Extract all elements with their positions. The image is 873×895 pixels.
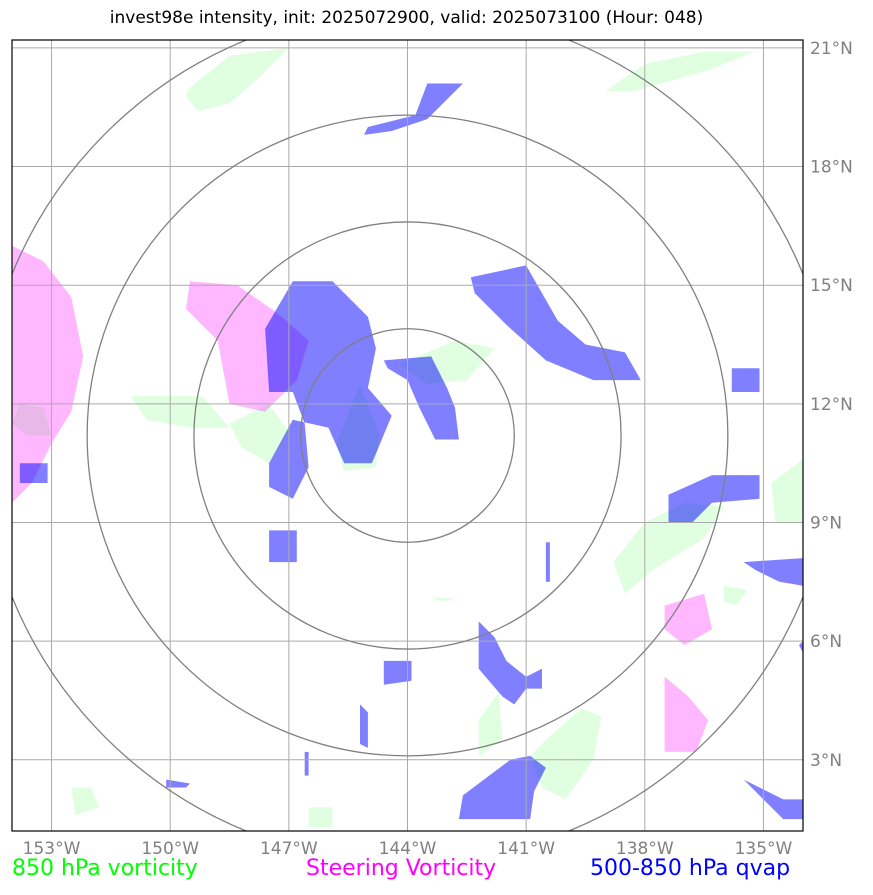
blue-field-region bbox=[545, 542, 550, 582]
blue-field-region bbox=[364, 83, 463, 135]
map-title: invest98e intensity, init: 2025072900, v… bbox=[109, 8, 704, 28]
green-field-region bbox=[71, 787, 99, 816]
blue-field-region bbox=[731, 368, 760, 392]
green-field-region bbox=[530, 708, 602, 800]
blue-field-region bbox=[269, 530, 297, 563]
green-field-region bbox=[605, 51, 756, 92]
longitude-tick-label: 135°W bbox=[735, 839, 793, 859]
blue-field-region bbox=[360, 704, 368, 748]
green-field-region bbox=[771, 459, 803, 523]
green-field-region bbox=[613, 502, 724, 594]
map-frame bbox=[11, 39, 804, 832]
latitude-tick-labels: 3°N 6°N 9°N 12°N 15°N 18°N 21°N bbox=[810, 39, 853, 771]
longitude-tick-label: 153°W bbox=[23, 839, 81, 859]
blue-field-region bbox=[743, 558, 803, 586]
latitude-tick-label: 3°N bbox=[810, 751, 842, 771]
range-ring bbox=[300, 328, 515, 543]
blue-field-region bbox=[19, 463, 48, 483]
latitude-tick-label: 15°N bbox=[810, 276, 853, 296]
longitude-tick-label: 147°W bbox=[260, 839, 318, 859]
blue-field-region bbox=[304, 751, 309, 776]
magenta-field-region bbox=[12, 245, 84, 503]
gridlines bbox=[12, 40, 803, 831]
latitude-tick-label: 18°N bbox=[810, 158, 853, 178]
magenta-field-region bbox=[664, 593, 712, 646]
blue-field-region bbox=[668, 475, 760, 523]
longitude-tick-label: 141°W bbox=[497, 839, 555, 859]
latitude-tick-label: 6°N bbox=[810, 632, 842, 652]
green-field-region bbox=[308, 807, 333, 827]
range-ring bbox=[86, 114, 729, 757]
legend-qvap: 500-850 hPa qvap bbox=[590, 856, 791, 881]
legend-steering-vorticity: Steering Vorticity bbox=[306, 856, 497, 881]
longitude-tick-label: 144°W bbox=[379, 839, 437, 859]
blue-field-region bbox=[799, 641, 803, 653]
green-field-region bbox=[229, 403, 289, 464]
green-field-region bbox=[12, 403, 52, 436]
magenta-field-region bbox=[664, 676, 709, 752]
latitude-tick-label: 21°N bbox=[810, 39, 853, 59]
blue-field-region bbox=[458, 755, 546, 820]
range-rings bbox=[12, 40, 803, 831]
blue-field-region bbox=[383, 660, 412, 685]
blue-field-region bbox=[470, 265, 641, 381]
longitude-tick-labels: 153°W 150°W 147°W 144°W 141°W 138°W 135°W bbox=[23, 839, 793, 859]
blue-field-region bbox=[265, 281, 392, 499]
longitude-tick-label: 150°W bbox=[141, 839, 199, 859]
green-field-region bbox=[478, 692, 503, 756]
blue-field-region bbox=[383, 356, 459, 440]
latitude-tick-label: 12°N bbox=[810, 395, 853, 415]
range-ring bbox=[193, 221, 622, 650]
field-layers bbox=[12, 47, 803, 827]
legend-850-vorticity: 850 hPa vorticity bbox=[12, 856, 198, 881]
green-field-region bbox=[130, 395, 230, 428]
range-ring bbox=[12, 40, 803, 831]
latitude-tick-label: 9°N bbox=[810, 514, 842, 534]
green-field-region bbox=[186, 47, 289, 112]
blue-field-region bbox=[166, 779, 190, 788]
longitude-tick-label: 138°W bbox=[616, 839, 674, 859]
green-field-region bbox=[431, 597, 455, 602]
blue-field-region bbox=[743, 779, 803, 820]
green-field-region bbox=[723, 585, 748, 606]
